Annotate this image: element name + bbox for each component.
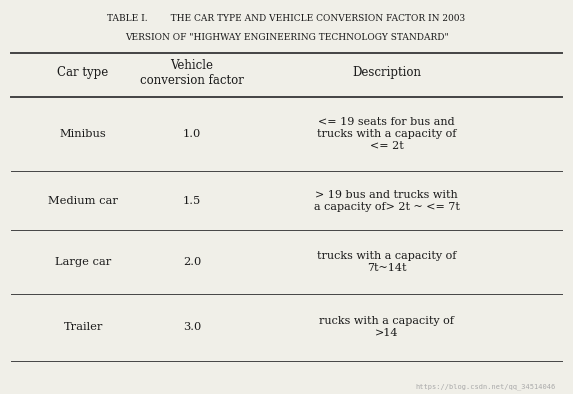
Text: Description: Description <box>352 67 421 79</box>
Text: <= 19 seats for bus and
trucks with a capacity of
<= 2t: <= 19 seats for bus and trucks with a ca… <box>317 117 457 151</box>
Text: 1.5: 1.5 <box>183 196 201 206</box>
Text: 1.0: 1.0 <box>183 129 201 139</box>
Text: 2.0: 2.0 <box>183 257 201 267</box>
Text: Vehicle
conversion factor: Vehicle conversion factor <box>140 59 244 87</box>
Text: Car type: Car type <box>57 67 109 79</box>
Text: Minibus: Minibus <box>60 129 107 139</box>
Text: 3.0: 3.0 <box>183 322 201 332</box>
Text: https://blog.csdn.net/qq_34514046: https://blog.csdn.net/qq_34514046 <box>415 383 556 390</box>
Text: > 19 bus and trucks with
a capacity of> 2t ~ <= 7t: > 19 bus and trucks with a capacity of> … <box>314 190 460 212</box>
Text: TABLE I.        THE CAR TYPE AND VEHICLE CONVERSION FACTOR IN 2003: TABLE I. THE CAR TYPE AND VEHICLE CONVER… <box>108 14 465 23</box>
Text: VERSION OF "HIGHWAY ENGINEERING TECHNOLOGY STANDARD": VERSION OF "HIGHWAY ENGINEERING TECHNOLO… <box>125 33 448 43</box>
Text: trucks with a capacity of
7t~14t: trucks with a capacity of 7t~14t <box>317 251 457 273</box>
Text: rucks with a capacity of
>14: rucks with a capacity of >14 <box>319 316 454 338</box>
Text: Large car: Large car <box>55 257 111 267</box>
Text: Trailer: Trailer <box>64 322 103 332</box>
Text: Medium car: Medium car <box>48 196 118 206</box>
